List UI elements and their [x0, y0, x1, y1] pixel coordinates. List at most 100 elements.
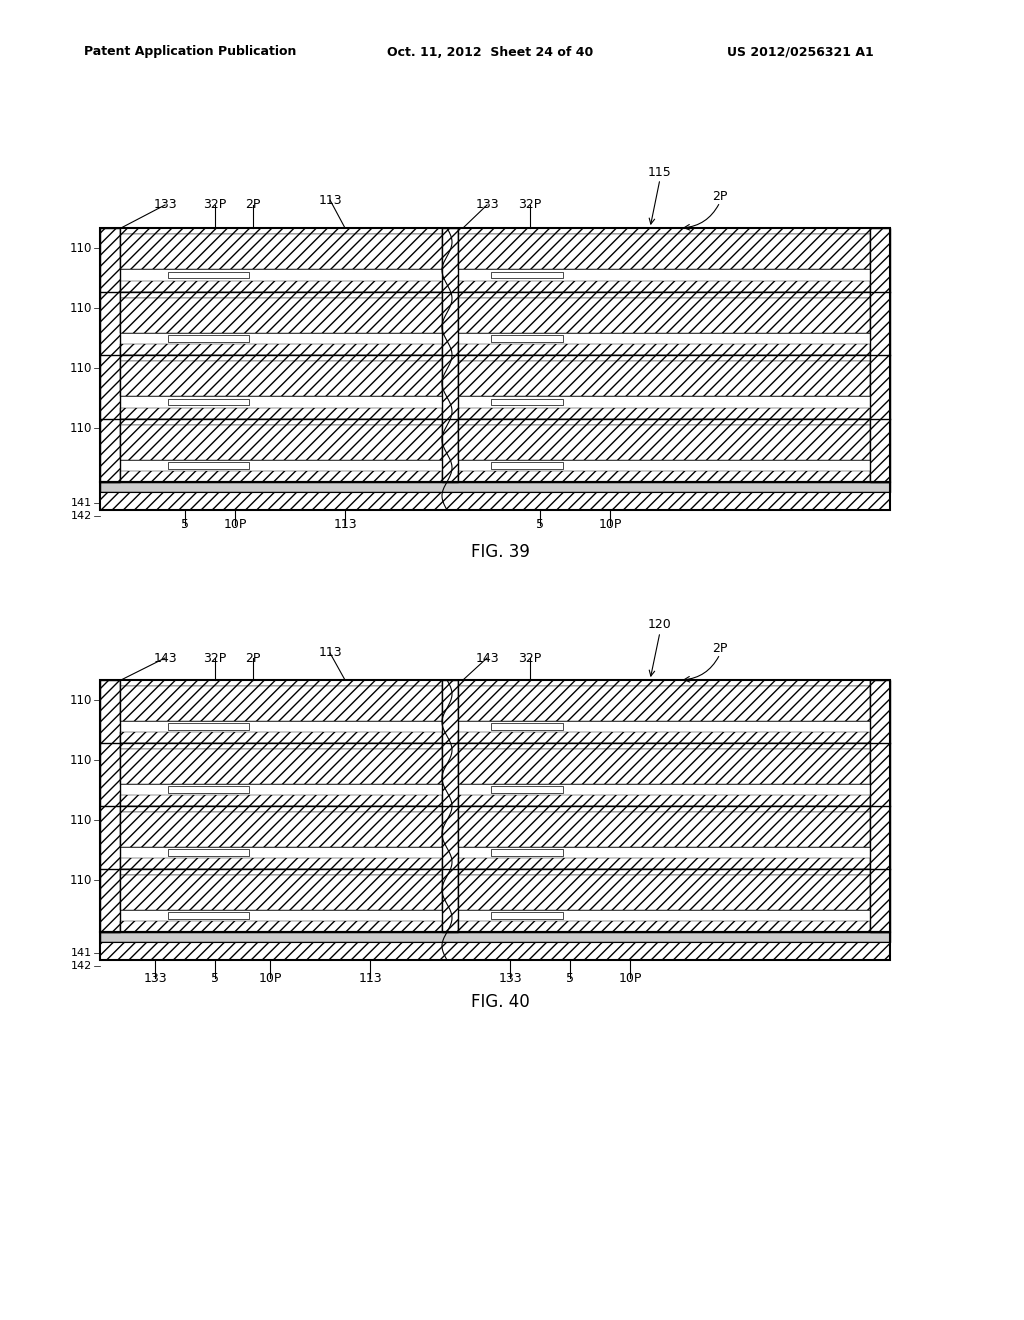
- Text: 143: 143: [475, 652, 499, 664]
- Bar: [870, 680, 890, 932]
- Bar: [458, 847, 870, 858]
- Text: 110: 110: [70, 421, 92, 434]
- Text: 113: 113: [318, 194, 342, 206]
- Bar: [458, 425, 870, 459]
- Bar: [442, 680, 458, 932]
- Text: 113: 113: [318, 647, 342, 660]
- Bar: [120, 396, 442, 408]
- Bar: [120, 235, 442, 269]
- Text: 32P: 32P: [204, 652, 226, 664]
- Bar: [100, 680, 890, 932]
- Bar: [458, 418, 870, 425]
- Text: 32P: 32P: [518, 198, 542, 211]
- Bar: [120, 795, 442, 807]
- Text: 110: 110: [70, 874, 92, 887]
- Bar: [120, 281, 442, 292]
- Bar: [120, 362, 442, 396]
- Bar: [100, 932, 890, 960]
- Bar: [442, 680, 458, 932]
- Text: 110: 110: [70, 754, 92, 767]
- Bar: [458, 333, 870, 345]
- Bar: [458, 795, 870, 807]
- Bar: [458, 281, 870, 292]
- Bar: [490, 462, 563, 469]
- Bar: [120, 784, 442, 795]
- Bar: [120, 333, 442, 345]
- Bar: [120, 858, 442, 869]
- Bar: [100, 680, 120, 932]
- Text: 2P: 2P: [246, 652, 261, 664]
- Text: 120: 120: [648, 619, 672, 631]
- Bar: [120, 425, 442, 459]
- Bar: [168, 723, 249, 730]
- Bar: [120, 921, 442, 932]
- Bar: [458, 812, 870, 847]
- Text: US 2012/0256321 A1: US 2012/0256321 A1: [727, 45, 873, 58]
- Bar: [458, 408, 870, 418]
- Bar: [442, 228, 458, 482]
- Bar: [168, 272, 249, 279]
- Bar: [168, 462, 249, 469]
- Text: 110: 110: [70, 242, 92, 255]
- Bar: [458, 733, 870, 743]
- Text: 113: 113: [333, 519, 356, 532]
- Bar: [458, 680, 870, 686]
- Text: 5: 5: [211, 972, 219, 985]
- Text: 5: 5: [536, 519, 544, 532]
- Bar: [120, 680, 442, 686]
- Bar: [870, 680, 890, 932]
- Text: 113: 113: [358, 972, 382, 985]
- Bar: [120, 269, 442, 281]
- Text: 110: 110: [70, 362, 92, 375]
- Bar: [490, 787, 563, 793]
- Bar: [100, 680, 120, 932]
- Text: 5: 5: [566, 972, 574, 985]
- Text: 115: 115: [648, 165, 672, 178]
- Bar: [458, 750, 870, 784]
- Bar: [458, 235, 870, 269]
- Text: 133: 133: [143, 972, 167, 985]
- Bar: [458, 459, 870, 471]
- Bar: [458, 471, 870, 482]
- Bar: [458, 355, 870, 362]
- Bar: [490, 272, 563, 279]
- Text: 2P: 2P: [246, 198, 261, 211]
- Bar: [458, 743, 870, 750]
- Bar: [120, 909, 442, 921]
- Text: FIG. 39: FIG. 39: [471, 543, 529, 561]
- Text: 110: 110: [70, 813, 92, 826]
- Bar: [120, 869, 442, 875]
- Text: Oct. 11, 2012  Sheet 24 of 40: Oct. 11, 2012 Sheet 24 of 40: [387, 45, 593, 58]
- Bar: [120, 228, 442, 235]
- Bar: [458, 869, 870, 875]
- Bar: [120, 292, 442, 298]
- Bar: [120, 743, 442, 750]
- Bar: [870, 228, 890, 482]
- Bar: [120, 408, 442, 418]
- Bar: [490, 912, 563, 919]
- Text: 10P: 10P: [223, 519, 247, 532]
- Bar: [100, 942, 890, 960]
- Bar: [168, 912, 249, 919]
- Text: 10P: 10P: [258, 972, 282, 985]
- Bar: [120, 355, 442, 362]
- Text: 133: 133: [499, 972, 522, 985]
- Text: 5: 5: [181, 519, 189, 532]
- Bar: [168, 787, 249, 793]
- Bar: [100, 482, 890, 510]
- Bar: [458, 858, 870, 869]
- Text: 110: 110: [70, 301, 92, 314]
- Bar: [120, 875, 442, 909]
- Bar: [120, 298, 442, 333]
- Bar: [100, 932, 890, 942]
- Bar: [100, 228, 120, 482]
- Text: 10P: 10P: [618, 972, 642, 985]
- Bar: [442, 228, 458, 482]
- Bar: [120, 721, 442, 733]
- Text: 10P: 10P: [598, 519, 622, 532]
- Bar: [458, 292, 870, 298]
- Bar: [120, 471, 442, 482]
- Bar: [168, 849, 249, 857]
- Bar: [120, 459, 442, 471]
- Text: 143: 143: [154, 652, 177, 664]
